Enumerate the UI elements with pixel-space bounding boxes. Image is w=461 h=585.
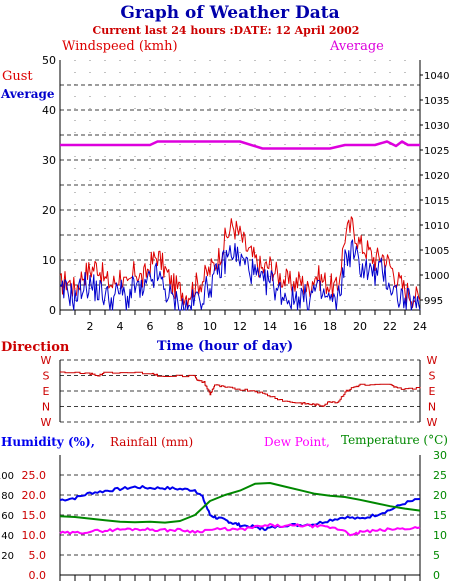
time-tick-label: 14 [263,320,277,333]
direction-tick-label-right: W [427,416,438,429]
time-tick-label: 24 [413,320,427,333]
windspeed-axis-label: Windspeed (kmh) [62,39,178,54]
humidity-tick-label: 60 [1,511,14,522]
time-axis-label: Time (hour of day) [157,339,293,354]
rainfall-tick-label: 20.0 [22,489,47,502]
direction-tick-label-left: S [43,370,50,383]
temperature-tick-label: 25 [433,469,447,482]
pressure-axis-label: Average [329,39,384,54]
pressure-tick-label: 1030 [424,121,449,132]
direction-tick-label-left: N [42,401,50,414]
pressure-tick-label: 1015 [424,196,449,207]
grid-layer [60,60,420,556]
humidity-tick-label: 40 [1,531,14,542]
rainfall-tick-label: 10.0 [22,529,47,542]
rainfall-tick-label: 5.0 [29,549,47,562]
direction-tick-label-right: S [429,370,436,383]
direction-tick-label-left: W [41,354,52,367]
humidity-tick-label: 20 [1,551,14,562]
time-tick-label: 18 [323,320,337,333]
temperature-tick-label: 5 [433,549,440,562]
average-legend-label: Average [0,87,55,101]
time-tick-label: 20 [353,320,367,333]
humidity-tick-label: 80 [1,491,14,502]
direction-tick-label-right: N [428,401,436,414]
pressure-series-line [60,140,420,150]
pressure-tick-label: 995 [424,296,443,307]
dewpoint-series-line [59,523,421,537]
time-tick-label: 16 [293,320,307,333]
time-tick-label: 22 [383,320,397,333]
page-subtitle: Current last 24 hours :DATE: 12 April 20… [93,24,360,37]
gust-series-line [59,216,421,308]
rainfall-tick-label: 0.0 [29,569,47,582]
page-title: Graph of Weather Data [120,3,339,23]
gust-legend-label: Gust [2,69,33,84]
pressure-tick-label: 1040 [424,71,449,82]
wind-left-tick-label: 0 [49,304,56,317]
humidity-tick-label: 100 [0,471,14,482]
time-tick-label: 4 [117,320,124,333]
pressure-tick-label: 1035 [424,96,449,107]
time-tick-label: 8 [177,320,184,333]
humidity-series-line [59,485,421,532]
direction-tick-label-left: E [43,385,50,398]
temperature-tick-label: 20 [433,489,447,502]
temperature-label: Temperature (°C) [341,433,448,447]
pressure-tick-label: 1025 [424,146,449,157]
rainfall-label: Rainfall (mm) [110,435,193,449]
direction-title: Direction [1,340,70,355]
wind-left-tick-label: 10 [42,254,56,267]
wind-left-tick-label: 30 [42,154,56,167]
rainfall-tick-label: 25.0 [22,469,47,482]
time-tick-label: 10 [203,320,217,333]
pressure-tick-label: 1005 [424,246,449,257]
series-layer [59,140,421,537]
temperature-tick-label: 30 [433,449,447,462]
direction-tick-label-left: W [41,416,52,429]
time-tick-label: 12 [233,320,247,333]
humidity-label: Humidity (%), [1,435,95,449]
temperature-series-line [59,482,421,524]
time-tick-label: 6 [147,320,154,333]
temperature-tick-label: 10 [433,529,447,542]
average-series-line [59,239,421,311]
wind-left-tick-label: 50 [42,54,56,67]
axes-layer: 0102030405099510001005101010151020102510… [0,54,449,582]
direction-tick-label-right: W [427,354,438,367]
time-tick-label: 2 [87,320,94,333]
pressure-tick-label: 1000 [424,271,449,282]
temperature-tick-label: 0 [433,569,440,582]
temperature-tick-label: 15 [433,509,447,522]
pressure-tick-label: 1020 [424,171,449,182]
direction-series-line [60,371,421,407]
pressure-tick-label: 1010 [424,221,449,232]
direction-tick-label-right: E [429,385,436,398]
wind-left-tick-label: 40 [42,104,56,117]
wind-left-tick-label: 20 [42,204,56,217]
dewpoint-label: Dew Point, [264,435,330,449]
rainfall-tick-label: 15.0 [22,509,47,522]
